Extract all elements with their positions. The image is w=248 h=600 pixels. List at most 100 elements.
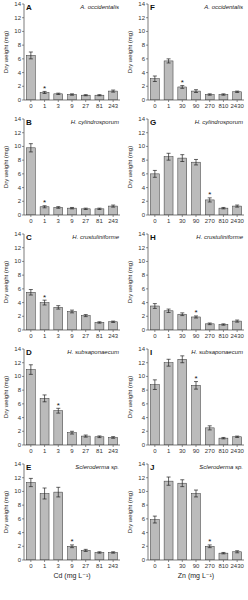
x-tick-label: 1 <box>167 448 171 454</box>
error-bar <box>56 306 60 309</box>
error-cap <box>235 436 239 437</box>
x-tick <box>72 560 73 562</box>
error-cap <box>111 205 115 206</box>
error-cap <box>208 425 212 426</box>
x-tick <box>72 330 73 332</box>
x-axis-label: Cd (mg L⁻¹) <box>53 572 90 580</box>
error-cap <box>56 413 60 414</box>
y-tick <box>146 445 148 446</box>
x-tick-label: 81 <box>96 103 103 109</box>
error-cap <box>70 434 74 435</box>
x-tick-label: 810 <box>218 563 229 569</box>
y-tick-label: 10 <box>138 373 145 379</box>
y-tick-label: 8 <box>18 272 22 278</box>
error-cap <box>97 208 101 209</box>
bar <box>178 483 187 560</box>
bar <box>164 61 173 100</box>
error-bar <box>29 365 33 375</box>
x-tick <box>168 445 169 447</box>
error-cap <box>167 477 171 478</box>
y-tick-label: 14 <box>138 1 145 7</box>
y-axis <box>24 349 25 445</box>
error-bar <box>111 552 115 553</box>
y-tick-label: 12 <box>14 130 21 136</box>
y-tick <box>146 100 148 101</box>
bar <box>54 207 63 215</box>
panel-label: H <box>150 233 156 242</box>
y-tick-label: 10 <box>14 258 21 264</box>
error-cap <box>208 95 212 96</box>
error-cap <box>235 320 239 321</box>
bar <box>68 311 77 330</box>
error-bar <box>29 290 33 295</box>
x-tick-label: 2430 <box>230 218 244 224</box>
x-tick-label: 0 <box>153 448 157 454</box>
bar <box>150 520 159 560</box>
error-cap <box>180 154 184 155</box>
y-axis-label: Dry weight (mg) <box>127 376 133 418</box>
x-tick <box>30 215 31 217</box>
x-tick <box>223 330 224 332</box>
error-line <box>30 478 31 486</box>
x-tick <box>237 215 238 217</box>
y-tick-label: 12 <box>138 15 145 21</box>
bar <box>26 483 35 560</box>
error-bar <box>70 431 74 434</box>
error-cap <box>70 207 74 208</box>
bar <box>26 292 35 330</box>
x-tick-label: 243 <box>108 563 119 569</box>
y-tick <box>146 532 148 533</box>
y-tick-label: 10 <box>14 373 21 379</box>
y-tick <box>146 58 148 59</box>
error-line <box>154 516 155 523</box>
y-tick-label: 8 <box>142 157 146 163</box>
species-label: H. crustuliniforme <box>72 234 119 240</box>
y-tick <box>146 160 148 161</box>
panel-label: A <box>26 3 32 12</box>
error-bar <box>29 478 33 486</box>
error-bar <box>167 153 171 160</box>
error-cap <box>235 91 239 92</box>
bar <box>68 433 77 445</box>
x-tick-label: 3 <box>57 103 61 109</box>
error-cap <box>43 488 47 489</box>
x-tick <box>209 560 210 562</box>
y-axis-label: Dry weight (mg) <box>127 31 133 73</box>
y-tick-label: 4 <box>18 530 22 536</box>
x-axis-label: Zn (mg L⁻¹) <box>178 572 214 580</box>
bar <box>40 207 49 215</box>
error-bar <box>97 322 101 323</box>
y-axis-label: Dry weight (mg) <box>3 146 9 188</box>
error-cap <box>97 95 101 96</box>
bar <box>40 398 49 445</box>
error-cap <box>167 309 171 310</box>
x-tick <box>223 100 224 102</box>
error-cap <box>153 177 157 178</box>
significance-star: * <box>194 374 197 383</box>
y-tick-label: 0 <box>142 212 146 218</box>
y-tick-label: 8 <box>18 42 22 48</box>
error-cap <box>208 324 212 325</box>
bar <box>205 95 214 100</box>
bar <box>178 359 187 445</box>
error-line <box>168 153 169 160</box>
y-tick <box>22 215 24 216</box>
y-tick <box>146 417 148 418</box>
x-tick-label: 2430 <box>230 333 244 339</box>
y-tick-label: 4 <box>142 185 146 191</box>
bar <box>26 370 35 445</box>
bar <box>219 95 228 100</box>
error-line <box>168 59 169 63</box>
error-line <box>30 365 31 375</box>
error-cap <box>208 201 212 202</box>
x-tick <box>237 330 238 332</box>
y-axis-label: Dry weight (mg) <box>3 31 9 73</box>
bar <box>192 162 201 215</box>
x-tick-label: 0 <box>29 563 33 569</box>
error-cap <box>111 438 115 439</box>
panel: 024681012140130902708102430Dry weight (m… <box>127 461 245 580</box>
y-tick <box>22 288 24 289</box>
x-tick-label: 30 <box>179 448 186 454</box>
error-bar <box>43 395 47 402</box>
bar <box>192 317 201 330</box>
